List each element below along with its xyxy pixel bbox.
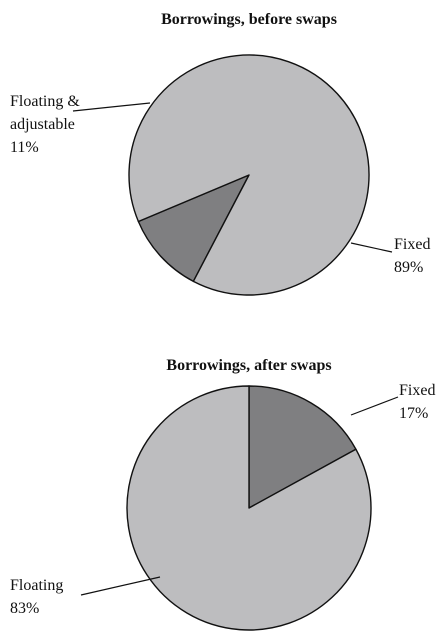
chart-after-swaps-slices <box>126 385 372 631</box>
slice-label-floating-adjustable: Floating & adjustable 11% <box>10 93 84 156</box>
leader-line-fixed-before <box>350 242 393 253</box>
pie-slice-fixed-before <box>128 54 370 296</box>
slice-label-fixed-after: Fixed 17% <box>399 382 439 422</box>
chart-title-before-swaps: Borrowings, before swaps <box>161 11 337 28</box>
pie-slice-floating <box>126 385 372 631</box>
pie-slice-floating-adjustable <box>137 174 250 283</box>
percent-label-floating: 83% <box>10 600 39 617</box>
leader-line-floating-adjustable <box>72 102 151 112</box>
pie-slice-fixed-after <box>248 385 357 509</box>
leader-line-floating <box>80 576 161 596</box>
chart-before-swaps: Borrowings, before swaps Floating & adju… <box>10 11 434 296</box>
chart-after-swaps: Borrowings, after swaps Fixed 17% Floati… <box>10 357 439 631</box>
percent-label-fixed-before: 89% <box>394 259 423 276</box>
slice-label-floating: Floating 83% <box>10 577 67 617</box>
slice-label-fixed-before: Fixed 89% <box>394 236 434 276</box>
leader-line-fixed-after <box>350 396 399 416</box>
percent-label-floating-adjustable: 11% <box>10 139 39 156</box>
chart-title-after-swaps: Borrowings, after swaps <box>166 357 331 374</box>
chart-before-swaps-slices <box>128 54 370 296</box>
percent-label-fixed-after: 17% <box>399 405 428 422</box>
